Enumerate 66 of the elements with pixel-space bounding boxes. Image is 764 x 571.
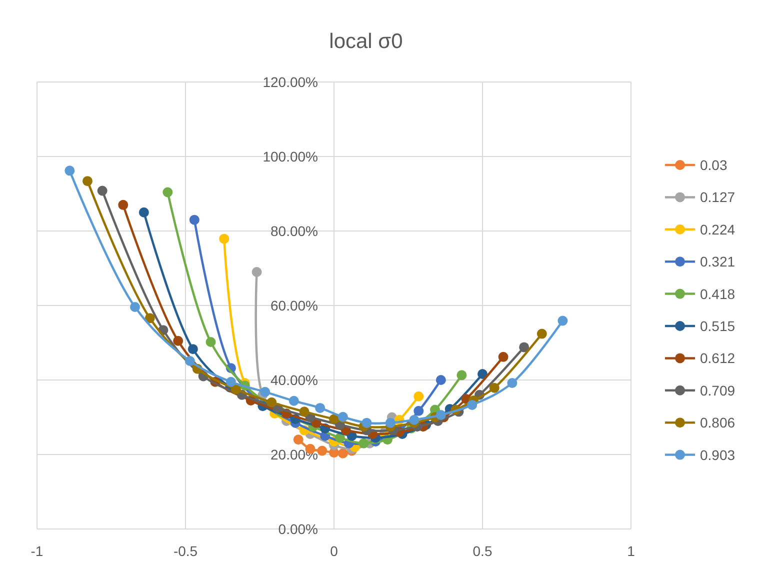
- point: [266, 397, 277, 408]
- point: [293, 434, 304, 445]
- point: [385, 418, 396, 428]
- point: [130, 302, 140, 312]
- point: [489, 382, 500, 393]
- point: [358, 438, 369, 448]
- point: [338, 448, 348, 458]
- point: [315, 402, 326, 413]
- point: [288, 396, 299, 406]
- point: [338, 412, 348, 422]
- legend-label: 0.903: [700, 446, 736, 463]
- y-tick-label: 60.00%: [270, 298, 318, 314]
- point: [189, 214, 200, 225]
- point: [252, 266, 262, 277]
- point: [558, 316, 568, 326]
- x-tick-label: 0.5: [472, 543, 492, 559]
- y-tick-label: 0.00%: [278, 521, 318, 537]
- x-tick-label: -1: [30, 543, 44, 559]
- point: [414, 391, 424, 402]
- point: [230, 384, 241, 394]
- x-tick-label: 1: [627, 543, 636, 559]
- y-tick-label: 100.00%: [262, 148, 318, 164]
- point: [219, 234, 230, 244]
- point: [362, 418, 372, 428]
- point: [162, 187, 173, 198]
- legend-label: 0.03: [700, 157, 728, 173]
- point: [519, 342, 530, 352]
- point: [97, 186, 108, 196]
- point: [478, 369, 488, 380]
- point: [64, 166, 75, 176]
- point: [507, 378, 518, 388]
- legend-label: 0.321: [700, 254, 736, 270]
- legend-label: 0.127: [700, 189, 736, 206]
- point: [260, 386, 270, 397]
- legend-label: 0.515: [700, 318, 736, 334]
- point: [138, 207, 149, 218]
- point: [536, 328, 547, 339]
- point: [206, 337, 216, 348]
- point: [144, 313, 155, 324]
- x-tick-label: -0.5: [173, 543, 198, 559]
- point: [317, 446, 328, 456]
- point: [173, 336, 184, 346]
- point: [456, 370, 467, 380]
- legend-label: 0.224: [700, 221, 736, 238]
- point: [436, 410, 446, 420]
- point: [329, 414, 339, 424]
- y-tick-label: 120.00%: [262, 74, 318, 90]
- point: [299, 406, 310, 417]
- point: [436, 375, 446, 385]
- point: [226, 376, 236, 387]
- point: [414, 406, 424, 416]
- point: [467, 400, 478, 410]
- point: [498, 352, 508, 362]
- point: [409, 414, 420, 425]
- legend-label: 0.806: [700, 414, 736, 431]
- legend-label: 0.709: [700, 382, 736, 398]
- point: [118, 200, 128, 210]
- point: [188, 344, 198, 354]
- point: [82, 176, 92, 186]
- chart-title: local σ0: [329, 30, 403, 53]
- legend-label: 0.418: [700, 286, 736, 302]
- y-tick-label: 80.00%: [270, 223, 318, 239]
- y-tick-label: 40.00%: [270, 372, 318, 388]
- legend-label: 0.612: [700, 350, 736, 366]
- point: [184, 356, 195, 366]
- x-tick-label: 0: [330, 543, 338, 559]
